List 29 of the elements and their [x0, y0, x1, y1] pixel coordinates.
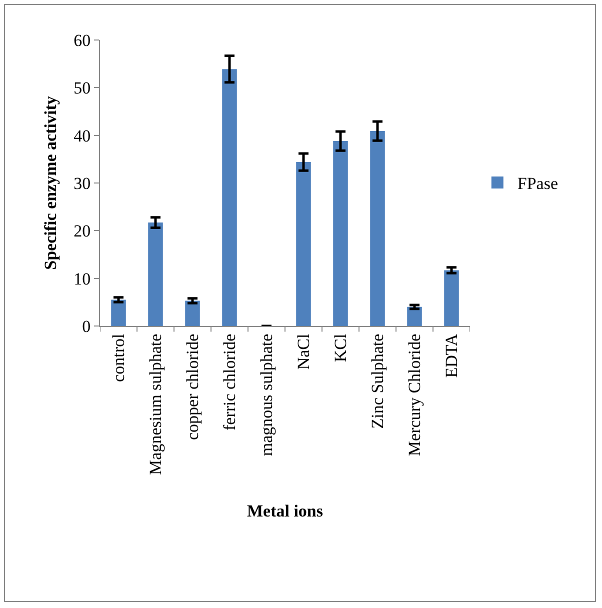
- bar: [148, 222, 163, 326]
- bar: [111, 300, 126, 326]
- x-tick-label: NaCl: [294, 334, 314, 370]
- x-tick-label: EDTA: [442, 333, 462, 378]
- y-tick-label: 20: [74, 222, 91, 241]
- legend-label: FPase: [517, 174, 558, 194]
- bar: [444, 270, 459, 326]
- x-tick-label: ferric chloride: [220, 334, 240, 431]
- bar: [222, 69, 237, 326]
- y-axis-title: Specific enzyme activity: [41, 96, 60, 270]
- y-tick-label: 40: [74, 126, 91, 146]
- x-tick-label: Zinc Sulphate: [368, 334, 388, 429]
- bar: [185, 300, 200, 326]
- x-tick-label: Magnesium sulphate: [146, 334, 166, 475]
- y-tick-label: 30: [74, 174, 91, 193]
- x-tick-label: magnous sulphate: [257, 334, 276, 456]
- y-tick-label: 0: [82, 316, 91, 336]
- x-tick-label: copper chloride: [183, 334, 202, 440]
- y-tick-label: 50: [74, 78, 91, 98]
- x-tick-label: KCl: [331, 334, 350, 362]
- y-tick-label: 60: [74, 30, 91, 50]
- bar: [333, 141, 348, 326]
- x-axis-title: Metal ions: [246, 501, 324, 520]
- x-tick-label: Mercury Chloride: [405, 334, 424, 456]
- bar: [296, 162, 311, 326]
- x-tick-label: control: [109, 334, 128, 382]
- bar: [407, 306, 422, 326]
- bar: [370, 131, 385, 326]
- y-tick-label: 10: [74, 269, 91, 288]
